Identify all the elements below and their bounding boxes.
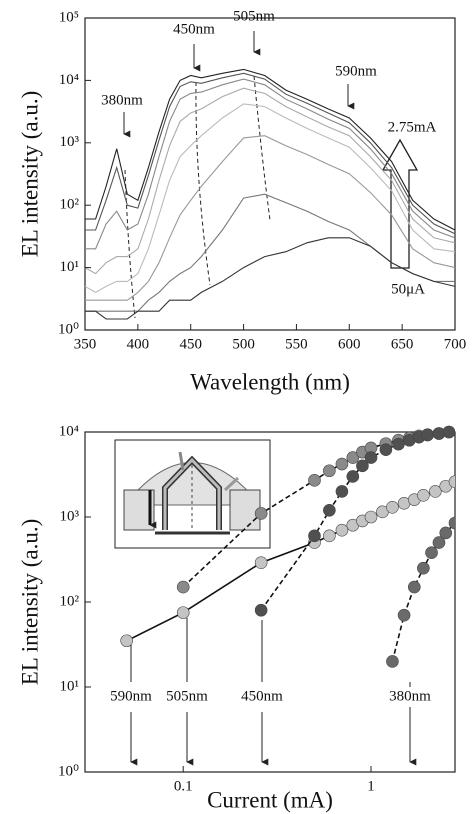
label-bg bbox=[163, 687, 211, 707]
data-point bbox=[254, 556, 268, 569]
peak-track bbox=[124, 169, 136, 319]
x-tick-label: 400 bbox=[127, 336, 150, 352]
data-point bbox=[323, 529, 336, 543]
fit-line bbox=[391, 522, 455, 662]
data-point bbox=[346, 470, 360, 483]
data-point bbox=[308, 529, 321, 543]
series-label: 380nm bbox=[389, 688, 431, 704]
data-point bbox=[397, 608, 411, 622]
spectrum-line bbox=[85, 68, 455, 231]
data-point bbox=[254, 507, 268, 520]
data-point bbox=[417, 489, 430, 502]
x-tick-label: 650 bbox=[391, 336, 414, 352]
data-point bbox=[176, 580, 190, 594]
y-tick-label: 10³ bbox=[60, 508, 80, 524]
spectrum-line bbox=[85, 237, 455, 320]
inset-arrow bbox=[178, 451, 185, 471]
plot-frame bbox=[84, 17, 456, 331]
data-point bbox=[356, 459, 369, 473]
plot-area bbox=[120, 425, 455, 668]
data-point bbox=[335, 485, 349, 498]
spectrum-line bbox=[85, 72, 455, 235]
data-point bbox=[392, 437, 405, 451]
annotation: 380nm bbox=[101, 92, 143, 108]
annotation: 2.75mA bbox=[388, 119, 437, 135]
y-axis-label: EL intensity (a.u.) bbox=[17, 519, 42, 686]
plot-area bbox=[85, 68, 455, 320]
y-axis-label: EL intensity (a.u.) bbox=[17, 91, 42, 258]
data-point bbox=[432, 536, 446, 549]
y-tick-label: 10⁰ bbox=[58, 321, 79, 337]
series-label: 450nm bbox=[241, 688, 283, 704]
data-point bbox=[364, 451, 378, 464]
spectrum-line bbox=[85, 103, 455, 294]
data-point bbox=[386, 655, 399, 668]
x-tick-label: 450 bbox=[179, 336, 202, 352]
data-point bbox=[335, 457, 349, 471]
current-arrow bbox=[381, 138, 419, 269]
label-bg bbox=[238, 687, 286, 707]
x-tick-label: 0.1 bbox=[174, 778, 193, 794]
spectrum-line bbox=[85, 78, 455, 250]
annotation: 505nm bbox=[233, 8, 275, 24]
data-point bbox=[346, 451, 360, 464]
y-tick-label: 10⁵ bbox=[59, 9, 79, 25]
x-tick-label: 550 bbox=[285, 336, 308, 352]
data-point bbox=[386, 501, 399, 514]
x-axis-label: Current (mA) bbox=[207, 787, 333, 812]
data-point bbox=[308, 474, 321, 487]
data-point bbox=[417, 561, 430, 575]
data-point bbox=[120, 634, 133, 648]
data-point bbox=[429, 485, 442, 498]
series-label: 505nm bbox=[166, 688, 208, 704]
annotation: 590nm bbox=[335, 63, 377, 79]
spectrum-line bbox=[85, 87, 455, 275]
data-point bbox=[323, 464, 336, 478]
label-bg bbox=[107, 687, 155, 707]
data-point bbox=[448, 516, 455, 530]
label-bg bbox=[386, 687, 434, 707]
x-tick-label: 600 bbox=[338, 336, 361, 352]
data-point bbox=[407, 580, 421, 594]
inset-block bbox=[229, 489, 261, 531]
data-point bbox=[421, 428, 434, 442]
inset-rod bbox=[163, 457, 221, 530]
y-tick-label: 10⁰ bbox=[58, 763, 79, 779]
data-point bbox=[439, 526, 453, 540]
data-point bbox=[176, 606, 190, 619]
data-point bbox=[425, 546, 438, 560]
y-tick-label: 10¹ bbox=[60, 259, 80, 275]
x-tick-label: 500 bbox=[232, 336, 255, 352]
data-point bbox=[323, 503, 336, 517]
peak-track bbox=[195, 81, 211, 286]
y-tick-label: 10³ bbox=[60, 134, 80, 150]
peak-track bbox=[253, 75, 271, 221]
data-point bbox=[448, 475, 455, 489]
x-tick-label: 1 bbox=[367, 778, 375, 794]
y-tick-label: 10⁴ bbox=[59, 423, 79, 439]
inset bbox=[114, 439, 271, 549]
y-tick-label: 10² bbox=[60, 197, 80, 213]
inset-arrow bbox=[223, 476, 240, 492]
x-tick-label: 700 bbox=[444, 336, 467, 352]
y-tick-label: 10¹ bbox=[60, 678, 80, 694]
annotation: 450nm bbox=[173, 21, 215, 37]
data-point bbox=[254, 603, 268, 617]
series-label: 590nm bbox=[110, 688, 152, 704]
data-point bbox=[379, 443, 393, 456]
data-point bbox=[335, 523, 349, 537]
y-tick-label: 10² bbox=[60, 593, 80, 609]
annotation: 50μA bbox=[391, 281, 425, 297]
x-tick-label: 350 bbox=[74, 336, 97, 352]
y-tick-label: 10⁴ bbox=[59, 72, 79, 88]
x-axis-label: Wavelength (nm) bbox=[190, 369, 350, 394]
data-point bbox=[364, 510, 378, 524]
spectrum-line bbox=[85, 135, 455, 301]
data-point bbox=[442, 425, 455, 439]
